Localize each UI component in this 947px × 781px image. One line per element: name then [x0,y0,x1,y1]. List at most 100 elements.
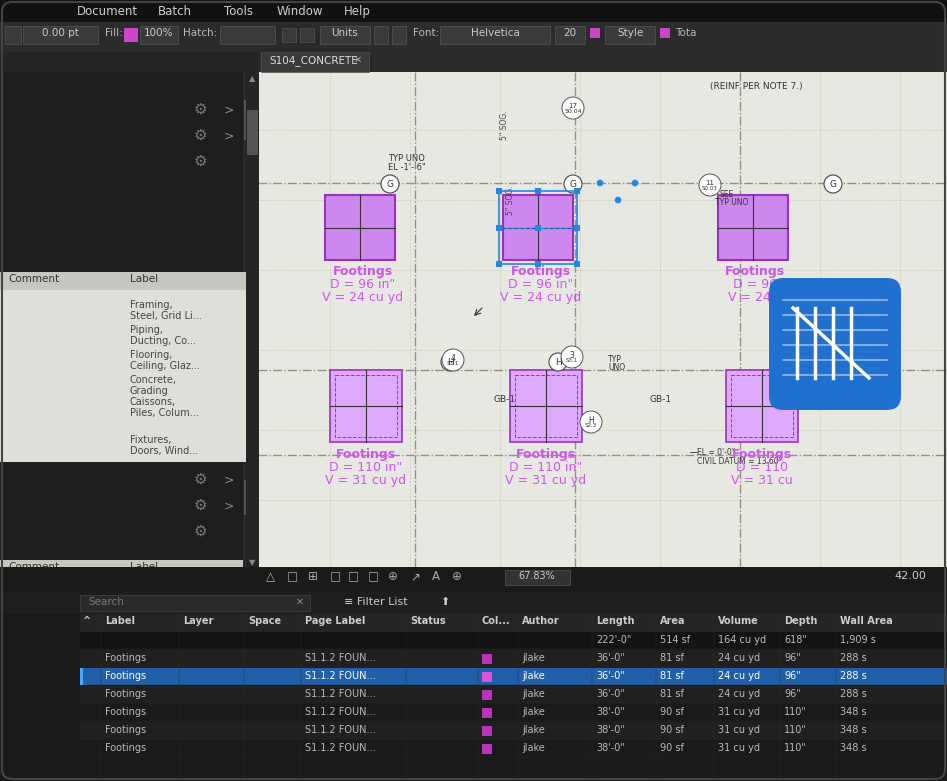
Text: EL -1'- 6": EL -1'- 6" [388,163,426,172]
Bar [496,225,502,231]
Text: ⚙: ⚙ [193,498,206,513]
Bar [482,654,492,664]
Bar [503,195,573,260]
Text: ⚙: ⚙ [193,472,206,487]
Text: 4: 4 [451,354,456,363]
Text: Piles, Colum...: Piles, Colum... [130,408,199,418]
Text: Col...: Col... [482,616,510,626]
Bar [499,191,577,264]
Text: ⚙: ⚙ [193,524,206,539]
Circle shape [549,353,567,371]
Bar [0,22,947,52]
Text: Footings: Footings [725,265,785,278]
Text: △: △ [265,570,275,583]
Text: Comment: Comment [8,274,59,284]
Text: V = 24 cu yd: V = 24 cu yd [500,291,581,304]
Text: D = 110 in": D = 110 in" [330,461,402,474]
Text: S1.1.2 FOUN...: S1.1.2 FOUN... [305,689,376,699]
Text: GB-1: GB-1 [649,395,671,404]
Text: Fill:: Fill: [105,28,123,38]
Bar [482,708,492,718]
Text: jlake: jlake [522,707,545,717]
Bar [0,0,947,22]
Text: S1.1.2 FOUN...: S1.1.2 FOUN... [305,707,376,717]
Text: 96": 96" [784,671,801,681]
Text: TYP UNO: TYP UNO [715,198,748,207]
Text: S1.1.2 FOUN...: S1.1.2 FOUN... [305,653,376,663]
Text: 24 cu yd: 24 cu yd [718,671,760,681]
Text: Wall Area: Wall Area [840,616,893,626]
Bar [261,52,369,72]
Text: Steel, Grid Li...: Steel, Grid Li... [130,311,202,321]
Text: H: H [555,358,562,367]
FancyBboxPatch shape [769,278,901,410]
Text: G: G [830,180,836,189]
Circle shape [442,349,464,371]
Bar [325,195,395,260]
Bar [535,188,541,194]
Text: Framing,: Framing, [130,300,172,310]
Text: jlake: jlake [522,653,545,663]
Bar [605,26,655,44]
Bar [246,72,259,567]
Circle shape [562,97,584,119]
Text: >: > [224,500,235,513]
Bar [718,195,788,260]
Text: Footings: Footings [516,448,576,461]
Circle shape [699,174,721,196]
Text: 618": 618" [784,635,807,645]
Text: Units: Units [331,28,358,38]
Text: 81 sf: 81 sf [660,689,684,699]
Text: D = 96 in": D = 96 in" [509,278,574,291]
Bar [335,375,397,437]
Text: Status: Status [410,616,446,626]
Text: D = 110 in": D = 110 in" [509,461,582,474]
Circle shape [597,180,603,186]
Text: S0.03: S0.03 [702,186,718,191]
Text: Volume: Volume [718,616,759,626]
Bar [0,272,258,290]
Text: TYP: TYP [608,355,622,364]
Text: 67.83%: 67.83% [519,571,555,581]
Text: 222'-0": 222'-0" [596,635,632,645]
Text: Doors, Wind...: Doors, Wind... [130,446,198,456]
Text: Author: Author [522,616,560,626]
Text: 50.04: 50.04 [564,109,581,114]
Bar [0,52,947,72]
Bar [244,100,256,140]
Text: 514 sf: 514 sf [660,635,690,645]
Text: Depth: Depth [784,616,817,626]
Text: Label: Label [105,616,135,626]
Text: Label: Label [130,562,158,572]
Text: ⊞: ⊞ [308,570,318,583]
Text: 288 s: 288 s [840,671,867,681]
Bar [220,26,275,44]
Bar [482,744,492,754]
Text: 1,909 s: 1,909 s [840,635,876,645]
Text: D = 96: D = 96 [733,278,777,291]
Text: jlake: jlake [522,743,545,753]
Bar [80,668,83,685]
Text: 5" SOG.: 5" SOG. [500,110,509,140]
Text: 348 s: 348 s [840,725,867,735]
Bar [80,704,947,721]
Text: ⚙: ⚙ [193,128,206,143]
Circle shape [632,180,638,186]
Bar [243,462,257,560]
Text: jlake: jlake [522,725,545,735]
Bar [392,26,406,44]
Text: Page Label: Page Label [305,616,366,626]
Text: 90 sf: 90 sf [660,743,684,753]
Text: G: G [569,180,577,189]
Text: 3: 3 [569,351,575,360]
Bar [515,375,577,437]
Text: Footings: Footings [336,448,396,461]
Text: 5" SOG.: 5" SOG. [506,185,515,215]
Text: G: G [386,180,394,189]
Text: 42.00: 42.00 [894,571,926,581]
Bar [0,72,258,272]
Text: Caissons,: Caissons, [130,397,176,407]
Text: 81 sf: 81 sf [660,653,684,663]
Text: 288 s: 288 s [840,689,867,699]
Text: 31 cu yd: 31 cu yd [718,743,760,753]
